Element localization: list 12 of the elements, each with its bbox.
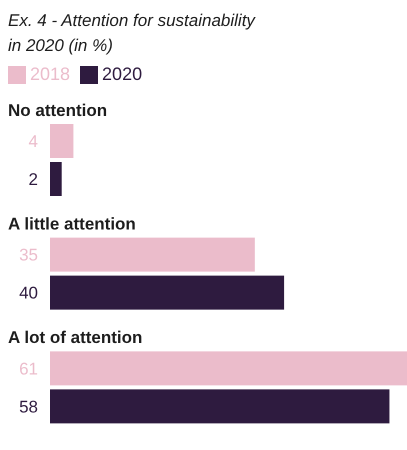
- legend-label: 2020: [102, 64, 142, 84]
- data-label: 2: [28, 170, 38, 190]
- y-tick-label: A little attention: [8, 214, 136, 234]
- y-tick-label: No attention: [8, 100, 108, 120]
- data-label: 40: [19, 284, 38, 303]
- chart-title: Ex. 4 - Attention for sustainability in 2020 (in %): [8, 10, 257, 57]
- data-label: 61: [19, 359, 38, 378]
- y-tick-label: A lot of attention: [8, 328, 142, 348]
- data-label: 58: [19, 397, 38, 416]
- legend-label: 2018: [30, 64, 70, 84]
- data-label: 35: [19, 246, 38, 265]
- data-label: 4: [28, 132, 38, 152]
